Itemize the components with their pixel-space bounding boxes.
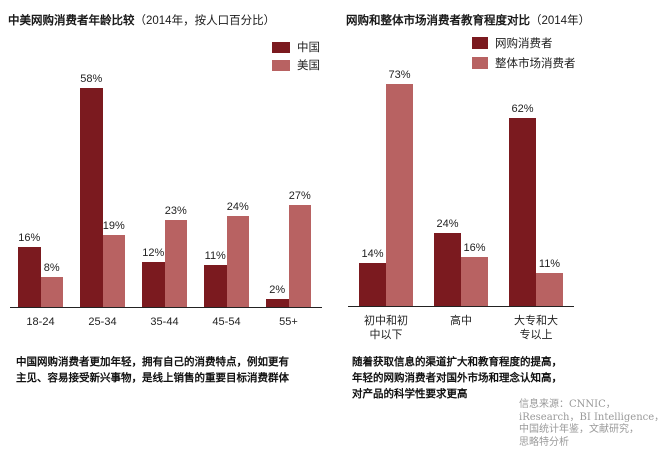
- right-note-line: 对产品的科学性要求更高: [352, 388, 468, 400]
- bar-value-label: 73%: [388, 69, 411, 81]
- bar-value-label: 58%: [80, 73, 103, 85]
- x-axis-category-label: 25-34: [70, 315, 135, 329]
- legend-label-online: 网购消费者: [495, 36, 553, 50]
- left-chart-title-main: 中美网购消费者年龄比较: [8, 13, 135, 27]
- category-label-line: 45-54: [212, 316, 241, 328]
- legend-item-usa: 美国: [272, 58, 320, 72]
- x-axis-category-label: 大专和大 专以上: [499, 314, 573, 342]
- left-note-line: 主见、容易接受新兴事物，是线上销售的重要目标消费群体: [16, 372, 289, 384]
- source-line: 信息来源：CNNIC，: [519, 399, 616, 410]
- left-note-line: 中国网购消费者更加年轻，拥有自己的消费特点，例如更有: [16, 356, 289, 368]
- source-line: iResearch，BI Intelligence，: [519, 411, 660, 423]
- legend-swatch-online-icon: [472, 37, 488, 49]
- bar-value-label: 16%: [463, 242, 486, 254]
- bar-series1: [80, 88, 103, 307]
- bar-value-label: 11%: [538, 258, 561, 270]
- left-chart-title-suffix: （2014年，按人口百分比）: [134, 15, 276, 27]
- category-label-line: 中以下: [369, 328, 403, 341]
- legend-label-usa: 美国: [297, 58, 320, 72]
- category-label-line: 专以上: [519, 328, 553, 341]
- x-axis-category-label: 18-24: [8, 315, 73, 329]
- legend-item-china: 中国: [272, 40, 320, 54]
- bar-series1: [434, 233, 461, 306]
- source-line: 中国统计年鉴，文献研究，: [519, 424, 639, 435]
- bar-series1: [18, 247, 41, 307]
- bar-value-label: 14%: [361, 248, 384, 260]
- bar-series1: [359, 263, 386, 306]
- bar-value-label: 8%: [43, 262, 60, 274]
- bar-series2: [40, 277, 63, 307]
- category-label-line: 35-44: [150, 316, 179, 328]
- bar-value-label: 24%: [436, 218, 459, 230]
- source-line: 思略特分析: [519, 436, 569, 448]
- right-note-line: 年轻的网购消费者对国外市场和理念认知高，: [352, 372, 562, 384]
- education-comparison-chart: 14% 73% 初中和初 中以下 24% 16% 高中 62% 11% 大专和大 专以上: [348, 69, 574, 342]
- left-chart-title: 中美网购消费者年龄比较（2014年，按人口百分比）: [8, 12, 275, 28]
- bar-value-label: 19%: [102, 220, 125, 232]
- bar-series1: [204, 265, 227, 307]
- bar-series2: [288, 205, 311, 307]
- bar-value-label: 16%: [18, 232, 41, 244]
- bar-value-label: 27%: [288, 190, 311, 202]
- right-chart-title-suffix: （2014年）: [530, 15, 591, 27]
- right-note-line: 随着获取信息的渠道扩大和教育程度的提高，: [352, 356, 562, 368]
- x-axis-line: [10, 307, 322, 308]
- legend-swatch-china-icon: [272, 41, 290, 53]
- bar-series2: [536, 273, 563, 306]
- category-label-line: 初中和初: [364, 314, 408, 327]
- legend-swatch-overall-icon: [472, 57, 488, 69]
- bar-value-label: 2%: [269, 284, 286, 296]
- right-chart-title-main: 网购和整体市场消费者教育程度对比: [346, 13, 530, 27]
- x-axis-category-label: 35-44: [132, 315, 197, 329]
- legend-label-overall: 整体市场消费者: [495, 56, 576, 70]
- x-axis-category-label: 初中和初 中以下: [349, 314, 423, 342]
- bar-series2: [461, 257, 488, 306]
- category-label-line: 大专和大: [514, 314, 558, 327]
- legend-item-online-consumers: 网购消费者: [472, 36, 553, 50]
- category-label-line: 25-34: [88, 316, 117, 328]
- bar-series1: [509, 118, 536, 306]
- x-axis-category-label: 高中: [424, 314, 498, 328]
- category-label-line: 高中: [450, 314, 472, 327]
- bar-series2: [226, 216, 249, 307]
- bar-value-label: 12%: [142, 247, 165, 259]
- x-axis-category-label: 55+: [256, 315, 321, 329]
- legend-label-china: 中国: [297, 40, 320, 54]
- source-attribution: 信息来源：CNNIC， iResearch，BI Intelligence， 中…: [519, 399, 660, 449]
- age-comparison-chart: 16% 8% 18-24 58% 19% 25-34 12% 23% 35-44 11% 24% 45…: [0, 0, 330, 340]
- legend-item-overall-consumers: 整体市场消费者: [472, 56, 576, 70]
- bar-value-label: 24%: [226, 201, 249, 213]
- bar-value-label: 11%: [204, 250, 226, 262]
- right-chart-title: 网购和整体市场消费者教育程度对比（2014年）: [346, 12, 590, 28]
- bar-series2: [386, 84, 413, 306]
- bar-series1: [142, 262, 165, 307]
- x-axis-line: [348, 306, 574, 307]
- bar-value-label: 23%: [164, 205, 187, 217]
- bar-value-label: 62%: [511, 103, 534, 115]
- left-note: 中国网购消费者更加年轻，拥有自己的消费特点，例如更有 主见、容易接受新兴事物，是…: [16, 354, 289, 386]
- x-axis-category-label: 45-54: [194, 315, 259, 329]
- legend-swatch-usa-icon: [272, 59, 290, 71]
- bar-series1: [266, 299, 289, 307]
- bar-series2: [102, 235, 125, 307]
- category-label-line: 55+: [279, 316, 298, 328]
- bar-series2: [164, 220, 187, 307]
- right-note: 随着获取信息的渠道扩大和教育程度的提高， 年轻的网购消费者对国外市场和理念认知高…: [352, 354, 562, 402]
- category-label-line: 18-24: [26, 316, 55, 328]
